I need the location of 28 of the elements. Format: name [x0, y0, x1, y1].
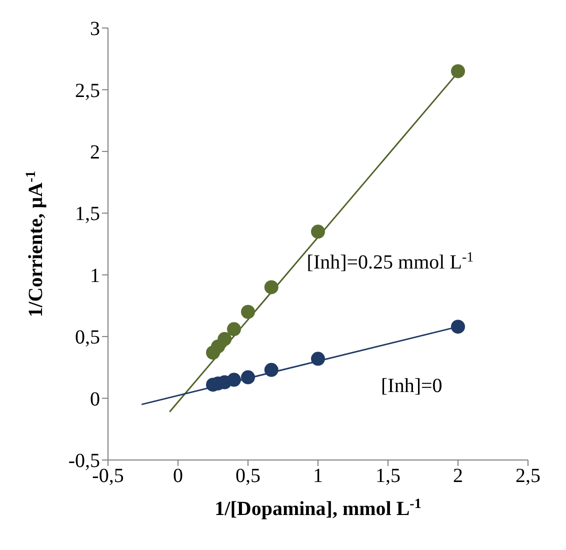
point: [451, 64, 465, 78]
y-tick-label: 2,5: [75, 80, 100, 102]
y-tick-label: 1,5: [75, 203, 100, 226]
point: [264, 362, 278, 377]
y-tick-label: 2: [90, 142, 100, 164]
x-tick-label: 0: [173, 465, 183, 488]
point: [218, 332, 232, 346]
y-tick-label: 0,5: [75, 326, 100, 349]
annotation: [Inh]=0.25 mmol L$^{-1}$: [306, 250, 474, 274]
x-tick-label: 1,5: [376, 465, 400, 488]
x-axis-title: 1/[Dopamina], mmol L$^{-1}$: [214, 496, 422, 520]
x-tick-label: 1: [313, 465, 323, 488]
point: [451, 320, 465, 334]
point: [264, 280, 278, 294]
point: [311, 224, 325, 239]
point: [241, 304, 255, 319]
y-tick-label: -0,5: [68, 450, 100, 472]
y-tick-label: 3: [90, 18, 100, 40]
y-tick-label: 1: [90, 264, 100, 287]
x-tick-label: 2,5: [516, 465, 540, 488]
point: [311, 352, 325, 366]
point: [227, 322, 241, 336]
y-tick-label: 0: [90, 388, 100, 410]
x-tick-label: 0,5: [236, 465, 260, 488]
annotation: [Inh]=0: [381, 375, 442, 398]
x-tick-label: 2: [453, 465, 463, 488]
point: [227, 372, 241, 387]
point: [241, 370, 255, 384]
